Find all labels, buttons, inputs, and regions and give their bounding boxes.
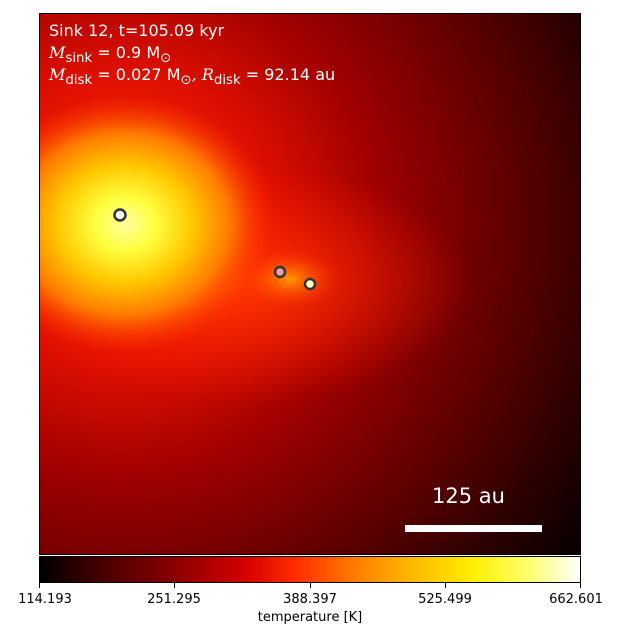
colorbar-tick: [310, 583, 311, 588]
sink-tertiary-marker: [303, 277, 317, 291]
colorbar-tick-label: 388.397: [283, 592, 337, 607]
colorbar-tick-label: 662.601: [549, 592, 603, 607]
colorbar-tick-label: 251.295: [147, 592, 201, 607]
colorbar-tick: [580, 583, 581, 588]
colorbar-tick: [445, 583, 446, 588]
scale-bar: [405, 525, 542, 532]
sink-primary-marker: [113, 208, 127, 222]
scale-bar-label: 125 au: [432, 484, 505, 508]
colorbar-label: temperature [K]: [257, 610, 363, 625]
sink-mass: Msink = 0.9 M⊙: [49, 43, 172, 67]
colorbar-tick: [39, 583, 40, 588]
colorbar: [39, 556, 581, 583]
temperature-map: [39, 13, 581, 555]
colorbar-tick-label: 114.193: [18, 592, 72, 607]
colorbar-tick-label: 525.499: [418, 592, 472, 607]
sink-title: Sink 12, t=105.09 kyr: [49, 21, 225, 40]
colorbar-tick: [174, 583, 175, 588]
temperature-map-image: [40, 14, 580, 554]
disk-properties: Mdisk = 0.027 M⊙, Rdisk = 92.14 au: [49, 65, 336, 89]
sink-secondary-marker: [273, 265, 287, 279]
